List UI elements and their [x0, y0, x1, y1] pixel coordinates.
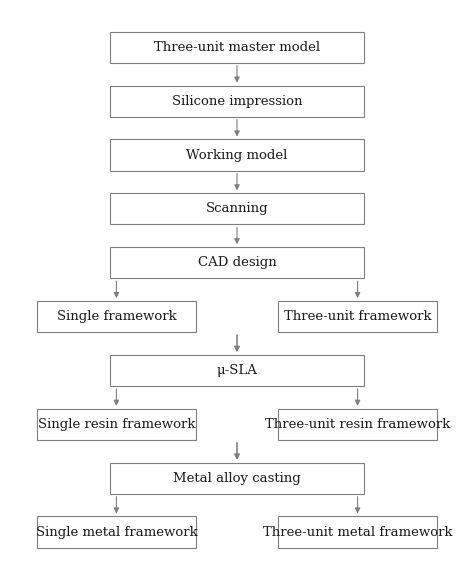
FancyBboxPatch shape	[109, 31, 365, 63]
FancyBboxPatch shape	[37, 516, 196, 548]
FancyBboxPatch shape	[278, 301, 437, 332]
Text: Three-unit master model: Three-unit master model	[154, 41, 320, 54]
FancyBboxPatch shape	[37, 301, 196, 332]
FancyBboxPatch shape	[109, 462, 365, 494]
Text: Working model: Working model	[186, 149, 288, 162]
FancyBboxPatch shape	[278, 516, 437, 548]
FancyBboxPatch shape	[109, 85, 365, 117]
Text: μ-SLA: μ-SLA	[217, 364, 257, 377]
Text: Three-unit resin framework: Three-unit resin framework	[265, 418, 450, 431]
FancyBboxPatch shape	[37, 408, 196, 440]
Text: CAD design: CAD design	[198, 256, 276, 269]
Text: Silicone impression: Silicone impression	[172, 95, 302, 108]
Text: Three-unit framework: Three-unit framework	[284, 310, 431, 323]
Text: Metal alloy casting: Metal alloy casting	[173, 472, 301, 485]
Text: Single framework: Single framework	[56, 310, 176, 323]
FancyBboxPatch shape	[109, 193, 365, 224]
Text: Scanning: Scanning	[206, 203, 268, 215]
FancyBboxPatch shape	[109, 247, 365, 278]
FancyBboxPatch shape	[278, 408, 437, 440]
Text: Single resin framework: Single resin framework	[37, 418, 195, 431]
FancyBboxPatch shape	[109, 139, 365, 171]
Text: Three-unit metal framework: Three-unit metal framework	[263, 526, 452, 539]
Text: Single metal framework: Single metal framework	[36, 526, 197, 539]
FancyBboxPatch shape	[109, 355, 365, 386]
